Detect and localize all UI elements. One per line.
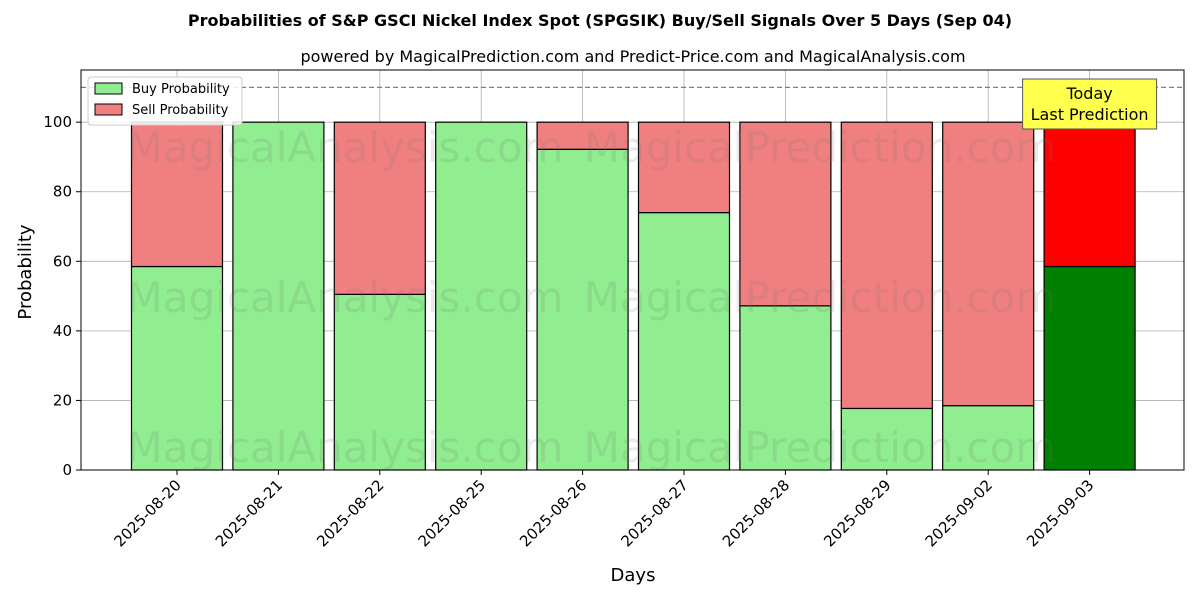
y-tick-label: 0 bbox=[62, 461, 72, 479]
watermark-text: MagicalPrediction.com bbox=[584, 123, 1057, 172]
bar-sell bbox=[840, 121, 933, 410]
y-tick-label: 40 bbox=[53, 322, 72, 340]
bar-buy bbox=[1043, 265, 1136, 471]
watermark-text: MagicalPrediction.com bbox=[584, 273, 1057, 322]
x-tick-label: 2025-09-03 bbox=[1023, 476, 1097, 550]
x-tick-label: 2025-08-26 bbox=[516, 476, 590, 550]
watermark-text: MagicalAnalysis.com bbox=[127, 423, 564, 472]
annotation-box bbox=[1022, 78, 1158, 130]
bar-sell bbox=[1043, 121, 1136, 268]
bar-buy bbox=[739, 305, 832, 471]
legend-box bbox=[87, 76, 243, 126]
x-tick-label: 2025-08-22 bbox=[313, 476, 387, 550]
bar-sell bbox=[739, 121, 832, 307]
x-tick-label: 2025-08-21 bbox=[212, 476, 286, 550]
plot-frame bbox=[80, 69, 1185, 471]
annotation-line1: Today bbox=[1065, 84, 1112, 103]
x-tick-label: 2025-09-02 bbox=[922, 476, 996, 550]
bar-sell bbox=[637, 121, 731, 214]
legend-label: Sell Probability bbox=[132, 103, 229, 118]
legend-swatch bbox=[94, 103, 123, 116]
chart-subtitle: powered by MagicalPrediction.com and Pre… bbox=[300, 47, 965, 66]
watermark-text: MagicalPrediction.com bbox=[584, 423, 1057, 472]
legend: Buy Probability Sell Probability bbox=[87, 76, 243, 126]
annotation-line2: Last Prediction bbox=[1031, 105, 1149, 124]
x-tick-label: 2025-08-27 bbox=[617, 476, 691, 550]
y-tick-label: 100 bbox=[43, 113, 72, 131]
bar-buy bbox=[942, 405, 1035, 471]
bar-sell bbox=[942, 121, 1035, 407]
bar-sell bbox=[536, 121, 629, 150]
x-axis-label: Days bbox=[611, 565, 656, 586]
plot-area: MagicalAnalysis.com MagicalPrediction.com… bbox=[43, 69, 1185, 550]
bar-sell bbox=[130, 121, 224, 268]
x-tick-label: 2025-08-25 bbox=[415, 476, 489, 550]
y-axis-label: Probability bbox=[15, 224, 36, 319]
bar-buy bbox=[637, 212, 731, 471]
chart-title: Probabilities of S&P GSCI Nickel Index S… bbox=[188, 11, 1012, 30]
watermark-text: MagicalAnalysis.com bbox=[127, 273, 564, 322]
y-tick-label: 60 bbox=[53, 252, 72, 270]
watermark-text: MagicalAnalysis.com bbox=[127, 123, 564, 172]
y-tick-label: 20 bbox=[53, 391, 72, 409]
bar-buy bbox=[435, 121, 528, 471]
bar-buy bbox=[130, 265, 224, 471]
x-tick-label: 2025-08-28 bbox=[719, 476, 793, 550]
x-tick-label: 2025-08-29 bbox=[820, 476, 894, 550]
legend-swatch bbox=[94, 82, 123, 95]
bar-buy bbox=[536, 148, 629, 471]
bar-buy bbox=[840, 407, 933, 471]
x-tick-label: 2025-08-20 bbox=[110, 476, 184, 550]
y-tick-label: 80 bbox=[53, 183, 72, 201]
legend-label: Buy Probability bbox=[132, 82, 230, 97]
bar-buy bbox=[333, 293, 426, 471]
bar-sell bbox=[333, 121, 426, 295]
